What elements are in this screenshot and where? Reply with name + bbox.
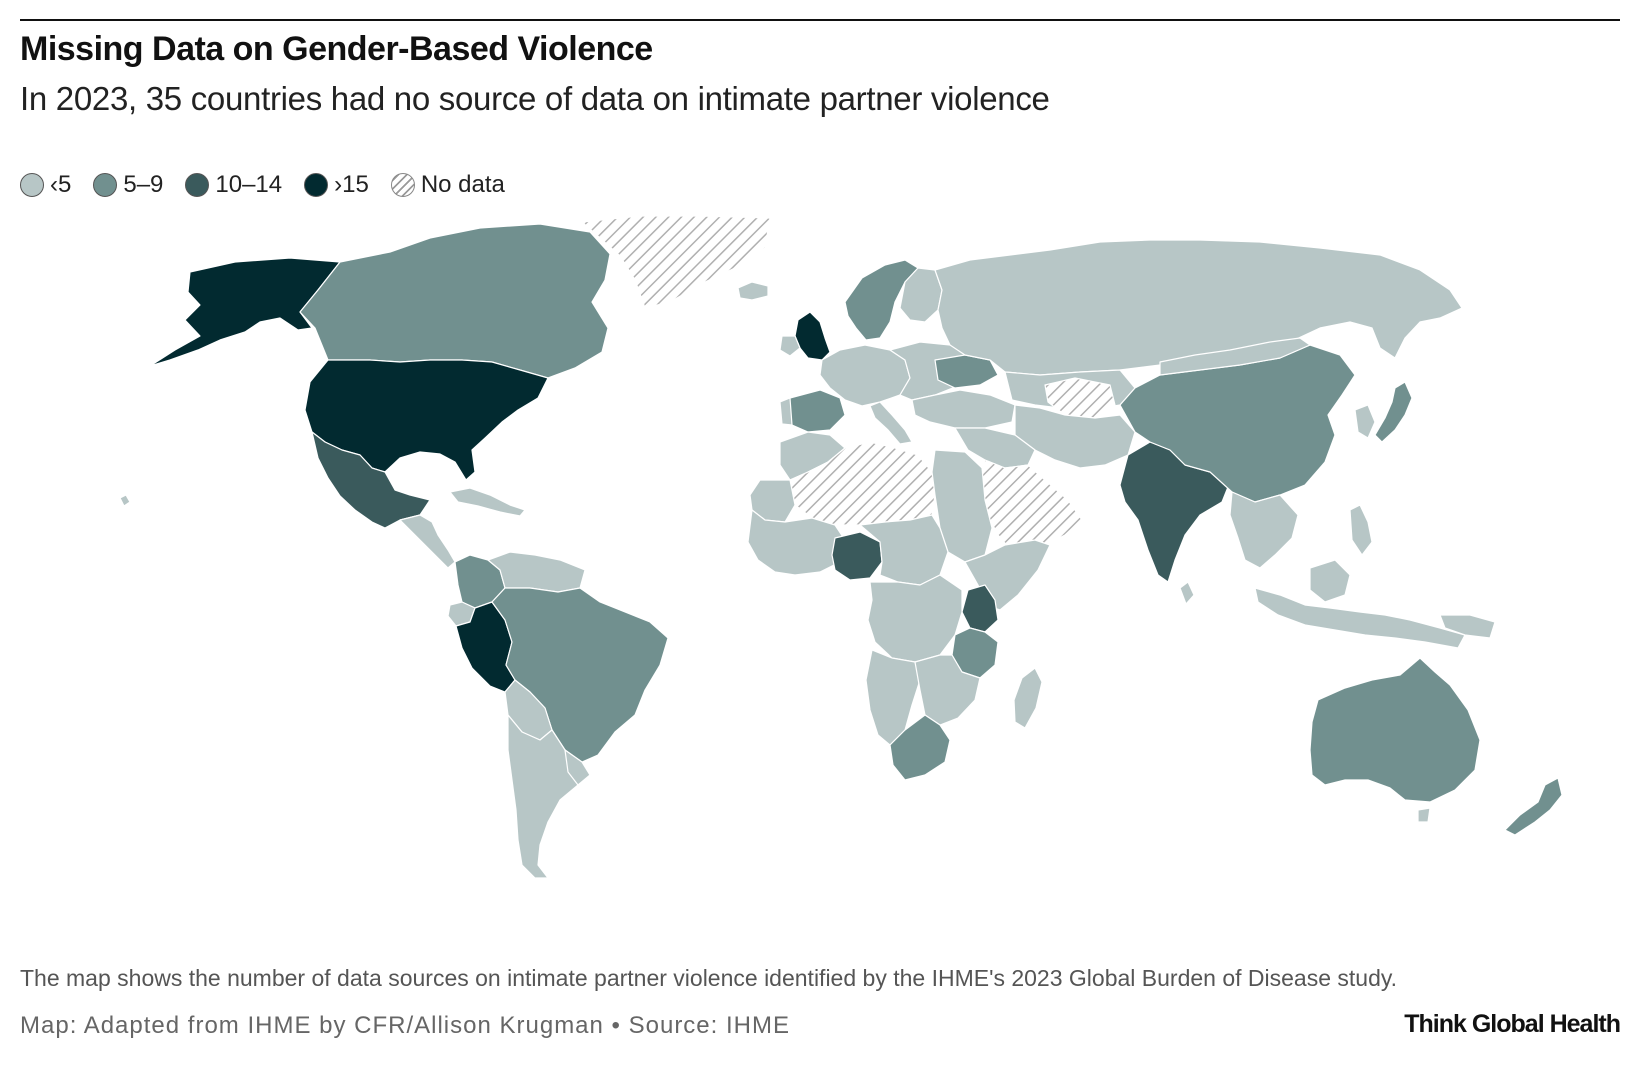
region-southeast-africa (914, 654, 981, 726)
legend-label-lt5: ‹5 (50, 171, 72, 198)
legend-item-gt15: ›15 (304, 171, 369, 199)
source-credit: Map: Adapted from IHME by CFR/Allison Kr… (20, 1012, 790, 1039)
legend-label-10-14: 10–14 (215, 171, 283, 198)
region-southeast-asia (1229, 491, 1299, 569)
region-tasmania (1417, 807, 1431, 823)
footnote: The map shows the number of data sources… (20, 965, 1398, 991)
region-kenya (961, 584, 999, 633)
region-uruguay (564, 749, 591, 786)
legend-swatch-5-9 (93, 173, 118, 197)
region-nigeria (831, 531, 883, 581)
region-hawaii (119, 494, 131, 507)
region-congo (867, 574, 963, 663)
region-central-asia (1044, 377, 1116, 419)
region-philippines (1349, 504, 1373, 556)
map-subtitle: In 2023, 35 countries had no source of d… (20, 80, 1050, 117)
region-central-america (399, 514, 456, 569)
legend-swatch-gt15 (304, 173, 329, 197)
region-korea (1354, 404, 1376, 439)
legend-item-10-14: 10–14 (185, 171, 282, 199)
region-south-africa (889, 714, 951, 781)
region-indonesia (1254, 587, 1466, 649)
legend-item-no-data: No data (390, 171, 505, 199)
region-new-zealand (1504, 777, 1563, 836)
region-russia (934, 239, 1463, 376)
legend-swatch-no-data (390, 173, 415, 197)
region-australia (1309, 657, 1481, 803)
region-madagascar (1013, 667, 1043, 729)
region-japan (1374, 381, 1413, 443)
region-papua-new-guinea (1439, 614, 1496, 639)
legend-item-5-9: 5–9 (93, 171, 163, 199)
region-mexico (311, 431, 431, 529)
legend: ‹5 5–9 10–14 ›15 No data (20, 170, 527, 200)
region-spain (785, 389, 846, 433)
region-portugal (779, 397, 793, 426)
top-rule (20, 19, 1620, 21)
legend-label-5-9: 5–9 (123, 171, 164, 198)
legend-item-lt5: ‹5 (20, 171, 71, 199)
world-map-svg (119, 215, 1563, 879)
map-title: Missing Data on Gender-Based Violence (20, 30, 653, 68)
region-balkans-turkey (911, 389, 1016, 429)
region-canada (299, 223, 611, 379)
legend-label-gt15: ›15 (334, 171, 369, 198)
region-caribbean (449, 487, 526, 517)
region-argentina-chile (507, 714, 581, 879)
region-sri-lanka (1179, 581, 1195, 605)
region-ireland (779, 335, 801, 357)
region-united-kingdom (794, 311, 831, 361)
legend-label-no-data: No data (420, 171, 505, 198)
region-greenland (581, 215, 771, 309)
brand-logo: Think Global Health (1404, 1010, 1621, 1038)
legend-swatch-10-14 (185, 173, 210, 197)
region-iceland (737, 281, 769, 301)
region-scandinavia (844, 259, 919, 341)
region-mongolia (1159, 337, 1311, 376)
world-map (0, 210, 1640, 930)
region-borneo (1309, 559, 1351, 603)
legend-swatch-lt5 (20, 173, 44, 197)
region-brazil (491, 587, 669, 763)
region-italy (869, 401, 913, 445)
